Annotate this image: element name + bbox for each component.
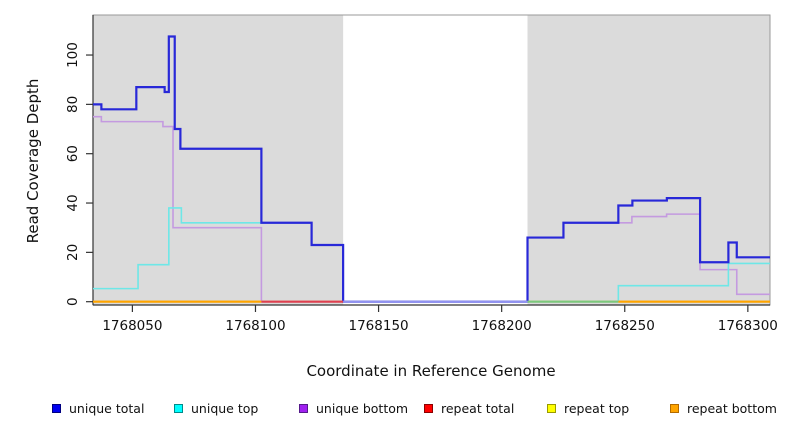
legend-swatch-unique-total <box>52 403 61 413</box>
legend-item-unique-total: unique total <box>52 398 144 418</box>
y-tick-label: 0 <box>65 297 81 306</box>
y-axis-label: Read Coverage Depth <box>24 78 42 244</box>
x-tick-label: 1768200 <box>472 318 532 334</box>
legend-label: repeat bottom <box>687 400 777 416</box>
legend-label: unique bottom <box>316 400 409 416</box>
legend-swatch-repeat-top <box>547 403 556 413</box>
legend-item-repeat-total: repeat total <box>424 398 514 418</box>
legend-label: unique top <box>191 400 259 416</box>
x-tick-label: 1768250 <box>595 318 655 334</box>
y-tick-label: 80 <box>65 96 81 113</box>
x-tick-label: 1768050 <box>102 318 162 334</box>
y-tick-label: 60 <box>65 145 81 162</box>
y-tick-label: 100 <box>65 42 81 68</box>
x-tick-label: 1768100 <box>225 318 285 334</box>
y-tick-label: 20 <box>65 244 81 261</box>
x-tick-label: 1768300 <box>718 318 778 334</box>
left-shaded-region <box>93 15 344 305</box>
legend-swatch-repeat-total <box>424 403 433 413</box>
legend-label: unique total <box>69 400 145 416</box>
legend-item-repeat-top: repeat top <box>547 398 629 418</box>
legend-item-repeat-bottom: repeat bottom <box>670 398 777 418</box>
x-tick-label: 1768150 <box>349 318 409 334</box>
x-axis-label: Coordinate in Reference Genome <box>306 362 556 380</box>
legend-swatch-repeat-bottom <box>670 403 679 413</box>
legend-swatch-unique-bottom <box>299 403 308 413</box>
legend-swatch-unique-top <box>174 403 183 413</box>
legend-label: repeat total <box>441 400 515 416</box>
y-tick-label: 40 <box>65 194 81 211</box>
series-unique-total <box>93 35 770 303</box>
legend-item-unique-top: unique top <box>174 398 258 418</box>
legend: unique total unique top unique bottom re… <box>0 398 792 420</box>
legend-label: repeat top <box>564 400 630 416</box>
right-shaded-region <box>527 15 770 305</box>
legend-item-unique-bottom: unique bottom <box>299 398 408 418</box>
